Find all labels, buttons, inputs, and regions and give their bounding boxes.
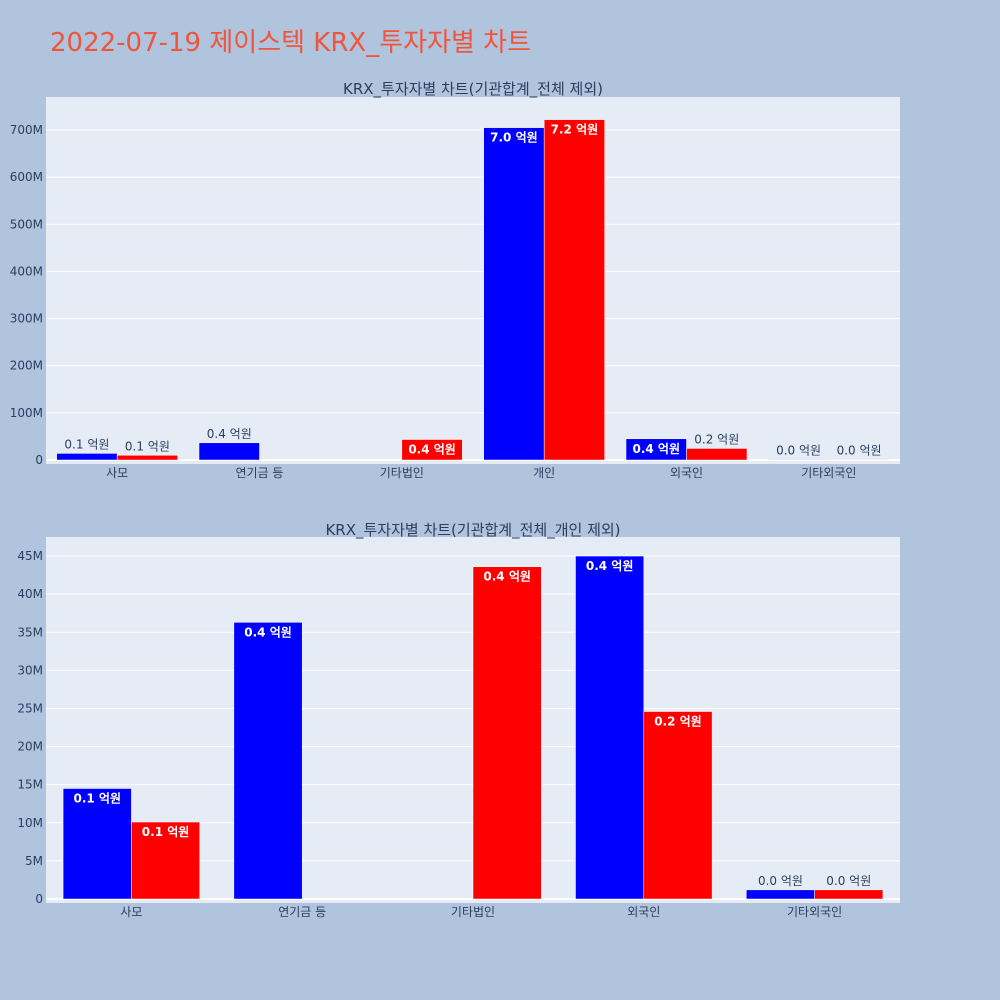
chart-1-data-label: 0.1 억원: [125, 439, 170, 453]
chart-1-y-tick-label: 200M: [10, 359, 43, 373]
chart-2-x-tick-label: 기타법인: [451, 905, 495, 919]
chart-2-title: KRX_투자자별 차트(기관합계_전체_개인 제외): [325, 521, 620, 540]
chart-2-x-tick-label: 외국인: [627, 905, 660, 919]
chart-1-bar: [828, 459, 890, 461]
chart-2-data-label: 0.4 억원: [483, 570, 531, 584]
chart-1-x-tick-label: 기타외국인: [801, 466, 856, 480]
chart-2-bar: [643, 711, 713, 900]
chart-2-bar: [746, 889, 815, 900]
chart-2-data-label: 0.1 억원: [73, 791, 121, 805]
chart-1-data-label: 0.0 억원: [776, 443, 821, 457]
chart-1-y-tick-label: 300M: [10, 312, 43, 326]
chart-1-data-label: 7.0 억원: [490, 131, 538, 145]
chart-1-x-tick-label: 연기금 등: [236, 466, 284, 480]
chart-1: KRX_투자자별 차트(기관합계_전체 제외) 0 100M 200M 300M 400…: [10, 80, 900, 480]
chart-1-plot-area: [46, 97, 900, 464]
chart-2-x-tick-label: 연기금 등: [278, 905, 326, 919]
chart-2-y-tick-label: 20M: [17, 740, 43, 754]
chart-1-bar: [483, 127, 545, 461]
chart-1-bar: [543, 119, 605, 461]
chart-2: KRX_투자자별 차트(기관합계_전체_개인 제외) 0 5M 10M 15M 20M 2…: [17, 521, 900, 919]
chart-1-x-tick-label: 사모: [106, 466, 128, 480]
chart-2-data-label: 0.4 억원: [244, 625, 292, 639]
chart-1-data-label: 0.1 억원: [64, 437, 109, 451]
chart-1-y-tick-label: 100M: [10, 406, 43, 420]
chart-2-data-label: 0.0 억원: [826, 874, 871, 888]
chart-2-data-label: 0.2 억원: [654, 715, 702, 729]
page-title: 2022-07-19 제이스텍 KRX_투자자별 차트: [50, 28, 532, 58]
chart-1-bar: [686, 448, 748, 461]
chart-2-bar: [62, 788, 132, 900]
chart-2-y-tick-label: 15M: [17, 778, 43, 792]
chart-1-data-label: 0.4 억원: [632, 442, 680, 456]
chart-1-data-label: 0.0 억원: [837, 443, 882, 457]
chart-2-bar: [233, 622, 303, 900]
chart-2-x-tick-label: 사모: [120, 905, 142, 919]
chart-1-x-tick-label: 개인: [533, 466, 555, 480]
chart-1-data-label: 7.2 억원: [551, 123, 599, 137]
chart-2-bar: [131, 821, 200, 900]
chart-1-bar: [198, 442, 260, 461]
chart-1-bar: [56, 453, 118, 461]
chart-2-y-tick-label: 45M: [17, 549, 43, 563]
chart-1-y-tick-label: 700M: [10, 123, 43, 137]
chart-1-y-tick-label: 400M: [10, 264, 43, 278]
chart-1-y-tick-label: 500M: [10, 217, 43, 231]
chart-2-y-tick-label: 0: [35, 892, 43, 906]
chart-1-y-tick-label: 0: [35, 453, 43, 467]
chart-1-title: KRX_투자자별 차트(기관합계_전체 제외): [343, 80, 603, 99]
chart-2-y-tick-label: 40M: [17, 587, 43, 601]
chart-2-y-tick-label: 10M: [17, 816, 43, 830]
chart-1-x-tick-label: 기타법인: [380, 466, 424, 480]
chart-2-data-label: 0.4 억원: [586, 559, 634, 573]
chart-1-bar: [768, 459, 830, 461]
chart-2-y-tick-label: 5M: [25, 854, 43, 868]
chart-1-x-tick-label: 외국인: [670, 466, 703, 480]
chart-1-bar: [401, 439, 463, 461]
chart-1-data-label: 0.2 억원: [694, 432, 739, 446]
chart-2-y-tick-label: 25M: [17, 701, 43, 715]
chart-2-bar: [575, 555, 645, 900]
chart-1-y-tick-label: 600M: [10, 170, 43, 184]
chart-2-x-tick-label: 기타외국인: [787, 905, 842, 919]
chart-1-data-label: 0.4 억원: [408, 442, 456, 456]
chart-2-bar: [814, 889, 884, 900]
chart-2-bar: [472, 566, 542, 900]
chart-2-data-label: 0.1 억원: [142, 825, 190, 839]
chart-1-data-label: 0.4 억원: [207, 427, 252, 441]
chart-2-y-tick-label: 35M: [17, 625, 43, 639]
chart-1-bar: [116, 455, 178, 461]
chart-2-data-label: 0.0 억원: [758, 874, 803, 888]
chart-2-y-tick-label: 30M: [17, 663, 43, 677]
